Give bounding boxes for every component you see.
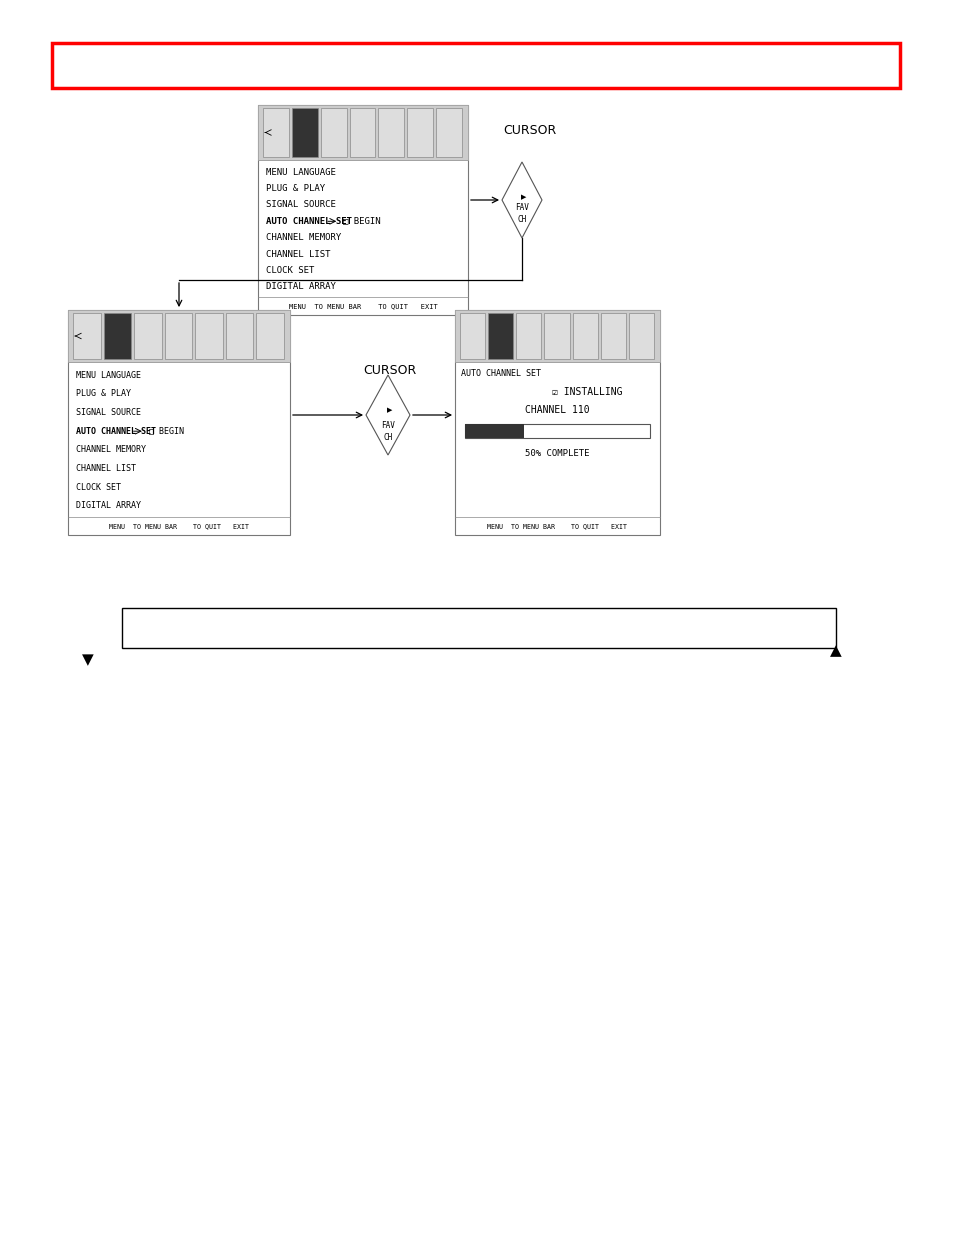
Text: ☑ INSTALLING: ☑ INSTALLING [552,387,622,396]
Bar [73,312,100,359]
Bar [544,312,569,359]
Bar [263,107,289,157]
Text: ▶: ▶ [387,408,393,412]
Text: AUTO CHANNEL SET: AUTO CHANNEL SET [76,426,156,436]
Text: ▲: ▲ [829,643,841,658]
Text: CHANNEL LIST: CHANNEL LIST [76,464,136,473]
Bar [68,310,290,535]
Text: CH: CH [383,432,393,441]
Bar [407,107,433,157]
Text: □ BEGIN: □ BEGIN [343,217,380,226]
Text: ▼: ▼ [82,652,93,667]
Bar [572,312,598,359]
Text: SIGNAL SOURCE: SIGNAL SOURCE [266,200,335,210]
Text: CHANNEL MEMORY: CHANNEL MEMORY [76,446,146,454]
Bar [378,107,404,157]
Text: CURSOR: CURSOR [503,124,556,137]
Text: MENU  TO MENU BAR    TO QUIT   EXIT: MENU TO MENU BAR TO QUIT EXIT [289,303,436,309]
Bar [122,608,835,648]
Text: AUTO CHANNEL SET: AUTO CHANNEL SET [266,217,352,226]
Bar [257,105,468,161]
Bar [165,312,193,359]
Bar [464,424,649,438]
Text: MENU  TO MENU BAR    TO QUIT   EXIT: MENU TO MENU BAR TO QUIT EXIT [487,522,627,529]
Bar [52,43,899,88]
Polygon shape [366,375,410,454]
Text: FAV: FAV [515,204,528,212]
Text: □ BEGIN: □ BEGIN [149,426,184,436]
Bar [464,424,523,438]
Bar [226,312,253,359]
Bar [455,310,659,535]
Bar [256,312,284,359]
Bar [516,312,541,359]
Bar [600,312,625,359]
Bar [628,312,654,359]
Text: CHANNEL MEMORY: CHANNEL MEMORY [266,233,341,242]
Text: ▶: ▶ [520,194,526,200]
Text: 50% COMPLETE: 50% COMPLETE [525,450,589,458]
Bar [134,312,162,359]
Text: PLUG & PLAY: PLUG & PLAY [266,184,325,193]
Text: CURSOR: CURSOR [363,363,416,377]
Bar [459,312,485,359]
Bar [195,312,223,359]
Text: DIGITAL ARRAY: DIGITAL ARRAY [266,283,335,291]
Text: MENU  TO MENU BAR    TO QUIT   EXIT: MENU TO MENU BAR TO QUIT EXIT [109,522,249,529]
Text: CLOCK SET: CLOCK SET [76,483,121,492]
Text: MENU LANGUAGE: MENU LANGUAGE [76,370,141,380]
Text: PLUG & PLAY: PLUG & PLAY [76,389,131,399]
Bar [488,312,513,359]
Text: FAV: FAV [380,420,395,430]
Bar [257,105,468,315]
Text: MENU LANGUAGE: MENU LANGUAGE [266,168,335,177]
Text: CH: CH [517,215,526,225]
Bar [292,107,317,157]
Bar [436,107,461,157]
Text: AUTO CHANNEL SET: AUTO CHANNEL SET [460,369,540,378]
Bar [349,107,375,157]
Bar [104,312,131,359]
Bar [68,310,290,362]
Text: SIGNAL SOURCE: SIGNAL SOURCE [76,408,141,417]
Text: CHANNEL 110: CHANNEL 110 [525,405,589,415]
Bar [455,310,659,362]
Polygon shape [501,162,541,238]
Text: CHANNEL LIST: CHANNEL LIST [266,249,330,258]
Text: DIGITAL ARRAY: DIGITAL ARRAY [76,501,141,510]
Bar [320,107,346,157]
Text: CLOCK SET: CLOCK SET [266,266,314,275]
